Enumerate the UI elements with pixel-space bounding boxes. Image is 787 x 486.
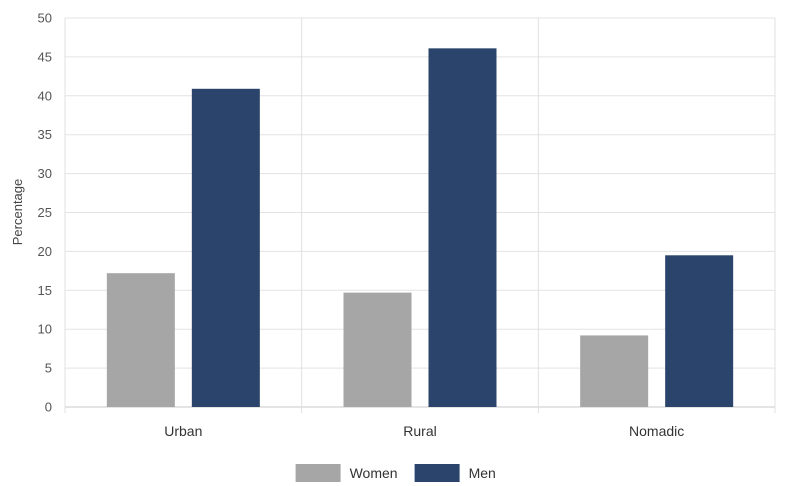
x-tick-label: Rural: [403, 423, 436, 439]
bar-women-urban: [106, 273, 175, 407]
legend-item-men[interactable]: Men: [414, 464, 496, 482]
legend-swatch: [295, 464, 341, 482]
y-tick-label: 5: [45, 361, 52, 376]
y-tick-label: 50: [38, 11, 52, 26]
legend: Women Men: [295, 464, 496, 482]
y-axis: 0 5 10 15 20 25 30 35 40 45 50: [38, 11, 52, 415]
x-axis: Urban Rural Nomadic: [164, 423, 684, 439]
legend-swatch: [414, 464, 460, 482]
bar-women-rural: [343, 292, 412, 407]
y-tick-label: 10: [38, 322, 52, 337]
y-tick-label: 30: [38, 166, 52, 181]
bar-women-nomadic: [580, 335, 649, 407]
x-tick-label: Nomadic: [629, 423, 684, 439]
bar-men-rural: [428, 48, 497, 407]
y-tick-label: 25: [38, 205, 52, 220]
y-tick-label: 35: [38, 127, 52, 142]
y-tick-label: 0: [45, 400, 52, 415]
legend-label: Men: [469, 465, 496, 481]
y-tick-label: 45: [38, 49, 52, 64]
bar-men-urban: [191, 88, 260, 407]
x-tick-label: Urban: [164, 423, 202, 439]
grid: [64, 17, 776, 413]
legend-label: Women: [350, 465, 398, 481]
y-tick-label: 20: [38, 244, 52, 259]
bar-men-nomadic: [665, 255, 734, 407]
bars: [106, 48, 734, 407]
legend-item-women[interactable]: Women: [295, 464, 398, 482]
y-axis-title: Percentage: [10, 179, 25, 246]
y-tick-label: 40: [38, 88, 52, 103]
y-tick-label: 15: [38, 283, 52, 298]
